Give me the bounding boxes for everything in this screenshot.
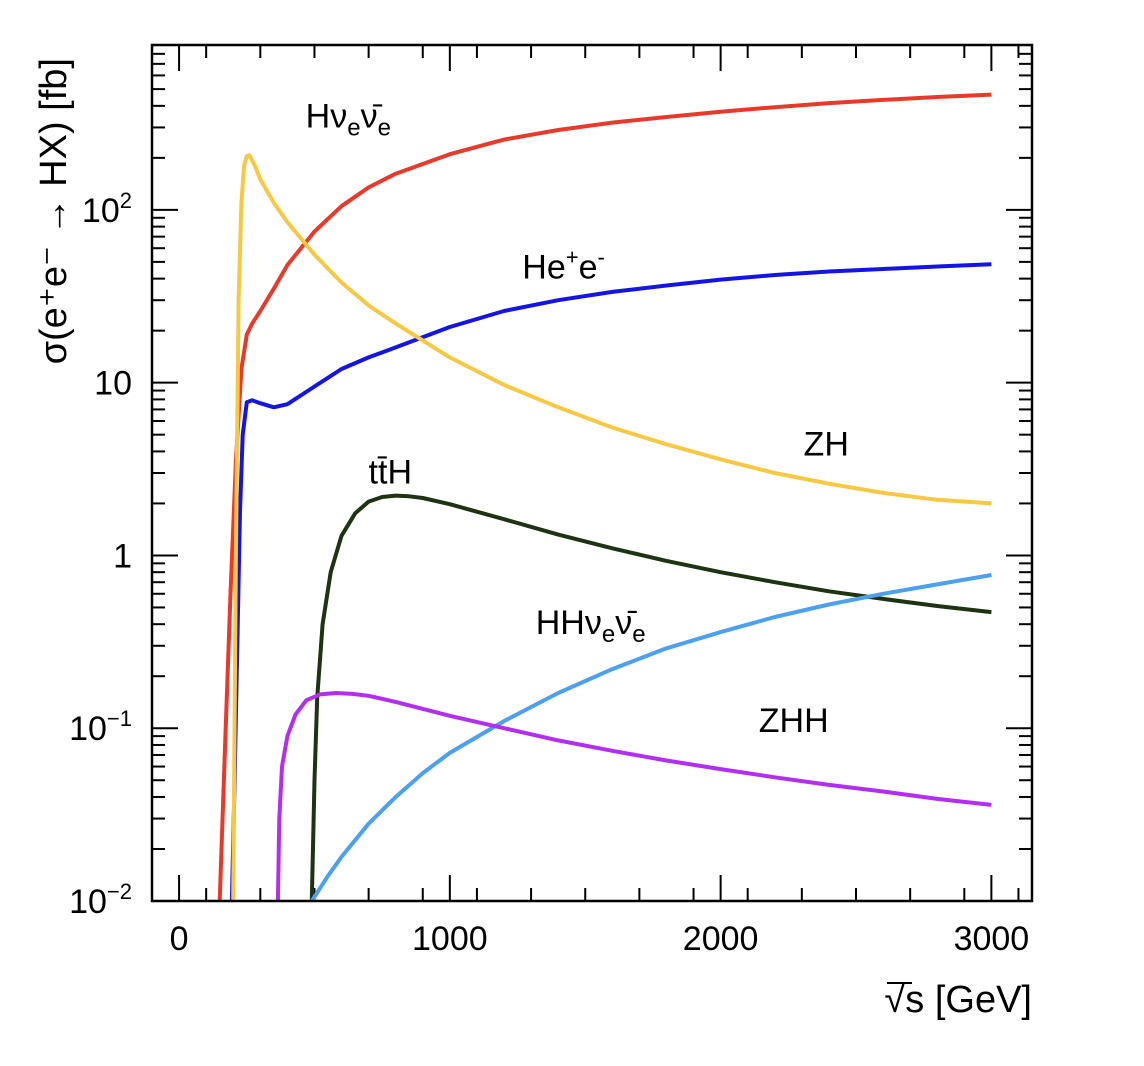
sqrt-symbol: √ bbox=[884, 979, 905, 1021]
x-tick-labels: 0 1000 2000 3000 bbox=[170, 920, 1030, 958]
series-line bbox=[275, 691, 992, 902]
curve-annotations: Hνeν̄e He+e- ZH tt̄H HHνeν̄e ZHH bbox=[306, 97, 849, 740]
y-tick-label: 10−2 bbox=[69, 879, 132, 921]
x-tick-label: 3000 bbox=[954, 920, 1030, 958]
curve-label: He+e- bbox=[522, 245, 605, 287]
series-line bbox=[310, 573, 992, 903]
y-tick-labels: 10−2 10−1 1 10 102 bbox=[69, 188, 132, 921]
series-line bbox=[231, 153, 992, 902]
axis-ticks bbox=[151, 44, 1032, 902]
y-tick-label: 102 bbox=[82, 188, 132, 230]
x-tick-label: 1000 bbox=[412, 920, 488, 958]
x-axis-title: √s [GeV] bbox=[884, 979, 1032, 1021]
curves bbox=[217, 92, 992, 903]
series-line bbox=[229, 262, 992, 902]
plot-frame bbox=[150, 43, 1034, 903]
y-tick-label: 10−1 bbox=[69, 706, 132, 748]
y-axis-title: σ(e⁺e⁻ → HX) [fb] bbox=[33, 58, 75, 364]
curve-label: Hνeν̄e bbox=[306, 97, 391, 141]
y-tick-label: 10 bbox=[94, 365, 132, 403]
y-tick-label: 1 bbox=[113, 537, 132, 575]
x-tick-label: 2000 bbox=[683, 920, 759, 958]
curve-label: HHνeν̄e bbox=[536, 604, 646, 648]
curve-label: tt̄H bbox=[369, 454, 412, 492]
x-tick-label: 0 bbox=[170, 920, 189, 958]
x-axis-title-text: s [GeV] bbox=[905, 979, 1032, 1021]
curve-label: ZHH bbox=[759, 702, 829, 740]
series-line bbox=[309, 493, 992, 902]
curve-label: ZH bbox=[804, 425, 849, 463]
series-line bbox=[217, 92, 992, 902]
